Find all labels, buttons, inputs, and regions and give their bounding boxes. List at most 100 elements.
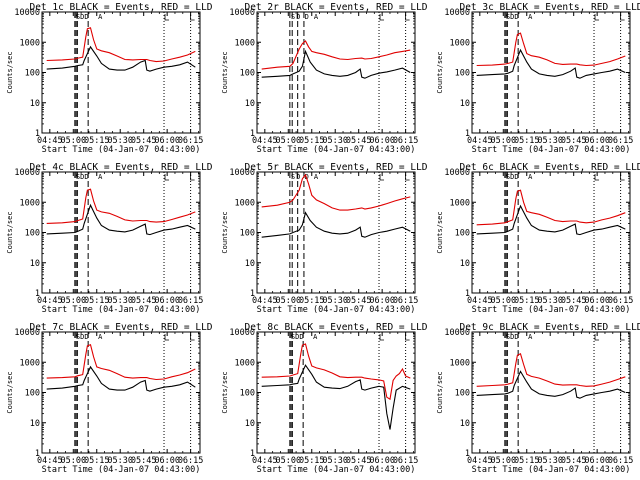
- bracket-marker: [164, 14, 170, 21]
- marker-label: D: [299, 333, 303, 341]
- chart-panel-2: Det 2r BLACK = Events, RED = LLD 1 10 100 10…: [221, 2, 428, 155]
- bracket-marker: [190, 334, 195, 341]
- y-tick-label: 10000: [444, 168, 470, 178]
- y-axis-label: Counts/sec: [436, 51, 444, 93]
- x-tick-label: 05:30: [537, 456, 563, 466]
- x-tick-label: 05:00: [60, 296, 86, 306]
- y-tick-label: 10000: [14, 8, 40, 18]
- marker-label: A: [528, 13, 533, 21]
- marker-label: D: [84, 173, 88, 181]
- x-tick-label: 06:00: [584, 296, 610, 306]
- series-line-lld: [476, 353, 626, 387]
- x-tick-label: 05:15: [514, 456, 540, 466]
- bracket-marker: [620, 14, 625, 21]
- marker-label: D: [80, 173, 84, 181]
- series-line-events: [261, 211, 411, 238]
- plot-frame: [471, 331, 631, 454]
- x-tick-label: 05:15: [514, 296, 540, 306]
- x-tick-label: 05:00: [275, 136, 301, 146]
- plot-frame: [471, 11, 631, 134]
- bracket-marker: [594, 334, 600, 341]
- y-axis-label: Counts/sec: [6, 371, 14, 413]
- y-tick-label: 10: [245, 259, 255, 269]
- y-tick-label: 1000: [20, 198, 40, 208]
- x-tick-label: 05:45: [346, 456, 372, 466]
- chart-title: Det 7c BLACK = Events, RED = LLD: [29, 322, 212, 333]
- y-tick-label: 1: [250, 289, 255, 299]
- series-line-events: [261, 364, 411, 430]
- marker-label: A: [98, 333, 103, 341]
- y-tick-label: 1: [35, 129, 40, 139]
- y-axis-label: Counts/sec: [6, 211, 14, 253]
- x-axis-label: Start Time (04-Jan-07 04:43:00): [42, 145, 201, 155]
- y-tick-label: 100: [25, 69, 40, 79]
- y-tick-label: 10: [30, 99, 40, 109]
- y-tick-label: 1: [465, 449, 470, 459]
- bracket-marker: [164, 174, 170, 181]
- y-tick-label: 100: [240, 69, 255, 79]
- bracket-marker: [620, 174, 625, 181]
- marker-label: S: [291, 173, 295, 181]
- y-tick-label: 10: [30, 259, 40, 269]
- plot-frame: [41, 331, 201, 454]
- x-tick-label: 05:30: [537, 136, 563, 146]
- x-tick-label: 06:00: [584, 456, 610, 466]
- marker-label: S: [506, 13, 510, 21]
- y-tick-label: 100: [25, 229, 40, 239]
- chart-title: Det 6c BLACK = Events, RED = LLD: [459, 162, 640, 173]
- y-tick-label: 10000: [444, 8, 470, 18]
- chart-panel-9: Det 9c BLACK = Events, RED = LLD 1 10 100 10…: [436, 322, 640, 475]
- marker-label: S: [506, 173, 510, 181]
- series-line-events: [476, 48, 626, 79]
- bracket-marker: [379, 14, 385, 21]
- x-tick-label: 06:15: [393, 296, 419, 306]
- marker-label: D: [84, 333, 88, 341]
- x-tick-label: 05:30: [107, 296, 133, 306]
- marker-label: D: [80, 13, 84, 21]
- x-tick-label: 05:15: [514, 136, 540, 146]
- x-tick-label: 05:45: [131, 296, 157, 306]
- x-tick-label: 06:15: [393, 456, 419, 466]
- x-tick-label: 06:00: [584, 136, 610, 146]
- bracket-marker: [594, 14, 600, 21]
- y-tick-label: 1000: [20, 38, 40, 48]
- x-tick-label: 05:45: [346, 296, 372, 306]
- chart-title: Det 8c BLACK = Events, RED = LLD: [244, 322, 427, 333]
- marker-label: A: [314, 173, 319, 181]
- marker-label: S: [76, 173, 80, 181]
- x-tick-label: 06:00: [369, 296, 395, 306]
- x-tick-label: 05:00: [60, 456, 86, 466]
- bracket-marker: [379, 174, 385, 181]
- x-tick-label: 05:00: [60, 136, 86, 146]
- chart-panel-5: Det 5r BLACK = Events, RED = LLD 1 10 100 10…: [221, 162, 428, 315]
- x-tick-label: 05:00: [275, 296, 301, 306]
- y-tick-label: 10: [460, 99, 470, 109]
- y-tick-label: 1: [250, 449, 255, 459]
- y-axis-label: Counts/sec: [436, 371, 444, 413]
- y-tick-label: 100: [240, 229, 255, 239]
- x-tick-label: 05:30: [107, 136, 133, 146]
- marker-label: D: [514, 173, 518, 181]
- plot-frame: [256, 171, 416, 294]
- x-tick-label: 06:15: [178, 136, 204, 146]
- x-tick-label: 05:00: [490, 456, 516, 466]
- marker-label: S: [506, 333, 510, 341]
- marker-label: D: [295, 333, 299, 341]
- series-line-lld: [261, 173, 411, 211]
- x-tick-label: 05:30: [322, 456, 348, 466]
- x-tick-label: 05:15: [84, 456, 110, 466]
- x-tick-label: 06:15: [178, 456, 204, 466]
- bracket-marker: [190, 174, 195, 181]
- marker-label: S: [291, 333, 295, 341]
- marker-label: A: [98, 173, 103, 181]
- y-axis-label: Counts/sec: [6, 51, 14, 93]
- series-line-lld: [46, 343, 196, 381]
- x-tick-label: 06:00: [154, 136, 180, 146]
- y-tick-label: 10000: [229, 328, 255, 338]
- series-line-events: [46, 203, 196, 236]
- series-line-events: [476, 204, 626, 236]
- x-tick-label: 05:45: [561, 456, 587, 466]
- chart-title: Det 4c BLACK = Events, RED = LLD: [29, 162, 212, 173]
- x-tick-label: 05:45: [131, 456, 157, 466]
